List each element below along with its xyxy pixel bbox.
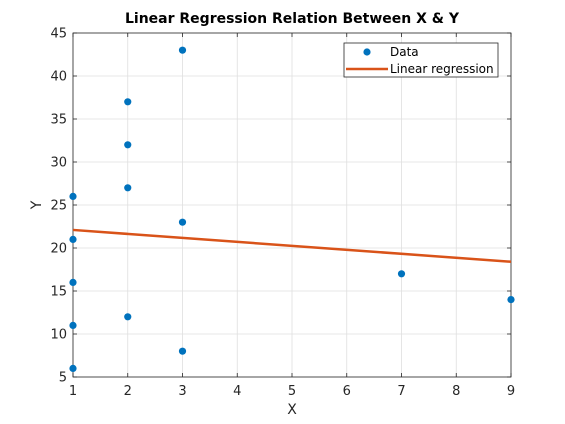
x-tick-label: 5: [288, 384, 296, 399]
data-point: [124, 98, 132, 106]
x-tick-label: 4: [233, 384, 241, 399]
y-tick-label: 40: [50, 70, 67, 85]
x-tick-label: 1: [69, 384, 77, 399]
data-point: [69, 192, 77, 200]
data-point: [124, 141, 132, 149]
data-point: [178, 218, 187, 226]
data-point: [69, 235, 77, 243]
x-axis-label: X: [287, 402, 297, 418]
regression-line: [72, 228, 512, 264]
x-tick-label: 8: [452, 384, 460, 399]
data-point: [178, 347, 187, 355]
y-axis-label: Y: [29, 200, 45, 210]
x-tick-label: 7: [397, 384, 405, 399]
data-point: [178, 46, 187, 54]
y-tick-label: 45: [50, 27, 67, 42]
data-point: [124, 313, 132, 321]
data-point: [507, 296, 515, 304]
legend-regression-label: Linear regression: [390, 62, 494, 76]
y-tick-label: 5: [59, 371, 67, 386]
y-tick-label: 20: [50, 242, 67, 257]
legend-data-marker: [363, 48, 371, 56]
legend: Data Linear regression: [343, 42, 499, 78]
x-tick-label: 3: [178, 384, 186, 399]
x-tick-label: 9: [507, 384, 515, 399]
data-point: [397, 270, 406, 278]
series: [69, 46, 515, 372]
y-tick-label: 30: [50, 156, 67, 171]
y-tick-label: 15: [50, 285, 67, 300]
legend-box: [343, 42, 499, 78]
legend-data-label: Data: [390, 45, 419, 59]
chart-title: Linear Regression Relation Between X & Y: [125, 11, 460, 27]
y-ticks: 5 10 15 20 25 30 35 40 45: [50, 27, 511, 386]
x-tick-label: 2: [124, 384, 132, 399]
x-ticks: 1 2 3 4 5 6 7 8 9: [69, 33, 515, 399]
y-tick-label: 35: [50, 113, 67, 128]
data-point: [69, 321, 77, 329]
x-tick-label: 6: [343, 384, 351, 399]
y-tick-label: 10: [50, 328, 67, 343]
data-point: [124, 184, 132, 192]
y-tick-label: 25: [50, 199, 67, 214]
data-point: [69, 278, 77, 286]
data-point: [69, 364, 77, 372]
grid: [72, 32, 512, 378]
